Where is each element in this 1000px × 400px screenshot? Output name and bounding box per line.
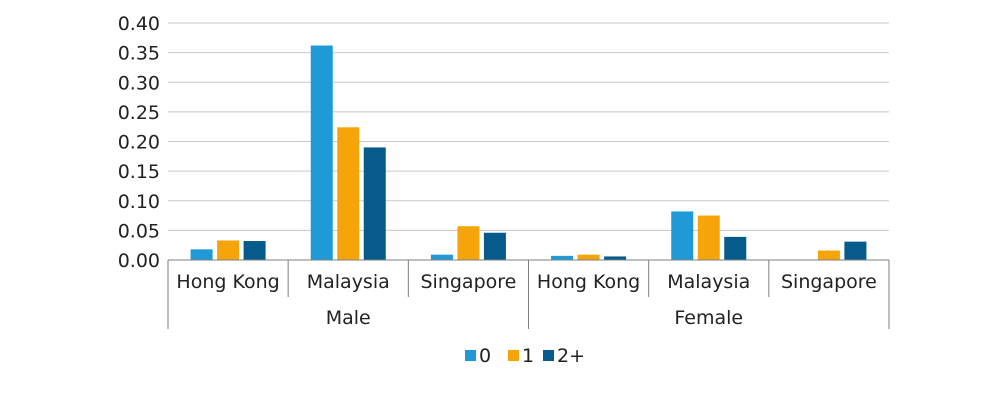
legend-swatch-1: [508, 350, 519, 361]
y-axis-tick-labels: 0.00 0.05 0.10 0.15 0.20 0.25 0.30 0.35 0.40: [118, 13, 160, 272]
x-category-label: Malaysia: [667, 271, 750, 293]
bar-series-2+-hong-kong: [604, 256, 627, 260]
legend-label-0: 0: [479, 345, 491, 367]
legend-label-2+: 2+: [557, 345, 585, 367]
bar-series-1-hong-kong: [217, 240, 240, 260]
bar-series-0-hong-kong: [551, 255, 574, 260]
x-category-label: Singapore: [781, 271, 877, 293]
x-category-label: Singapore: [420, 271, 516, 293]
y-tick-label: 0.35: [118, 43, 160, 65]
bar-series-1-malaysia: [697, 215, 720, 260]
x-axis: Hong Kong Malaysia Singapore Hong Kong Malay…: [167, 259, 890, 329]
bars: [190, 45, 867, 260]
bar-series-1-malaysia: [337, 127, 360, 260]
legend-label-1: 1: [522, 345, 534, 367]
bar-series-2+-hong-kong: [243, 241, 266, 260]
bar-series-1-hong-kong: [577, 254, 600, 260]
x-category-label: Hong Kong: [176, 271, 279, 293]
bar-series-2+-singapore: [483, 232, 506, 260]
bar-series-0-hong-kong: [190, 249, 213, 260]
y-tick-label: 0.40: [118, 13, 160, 35]
y-tick-label: 0.30: [118, 72, 160, 94]
legend-swatch-2+: [543, 350, 554, 361]
legend: 0 1 2+: [465, 345, 585, 367]
x-category-label: Malaysia: [307, 271, 390, 293]
y-tick-label: 0.05: [118, 220, 160, 242]
bar-series-1-singapore: [817, 250, 840, 260]
bar-series-0-malaysia: [671, 211, 694, 260]
bar-series-0-malaysia: [310, 45, 333, 260]
bar-series-0-singapore: [430, 254, 453, 260]
y-tick-label: 0.20: [118, 132, 160, 154]
bar-series-1-singapore: [457, 226, 480, 260]
x-category-label: Hong Kong: [537, 271, 640, 293]
legend-swatch-0: [465, 350, 476, 361]
y-tick-label: 0.10: [118, 191, 160, 213]
y-tick-label: 0.25: [118, 102, 160, 124]
x-group-label: Male: [326, 307, 371, 329]
y-tick-label: 0.00: [118, 250, 160, 272]
gridlines: [168, 22, 889, 231]
bar-series-2+-malaysia: [724, 236, 747, 260]
y-tick-label: 0.15: [118, 161, 160, 183]
x-group-label: Female: [674, 307, 743, 329]
bar-series-2+-singapore: [844, 241, 867, 260]
bar-series-2+-malaysia: [363, 147, 386, 260]
